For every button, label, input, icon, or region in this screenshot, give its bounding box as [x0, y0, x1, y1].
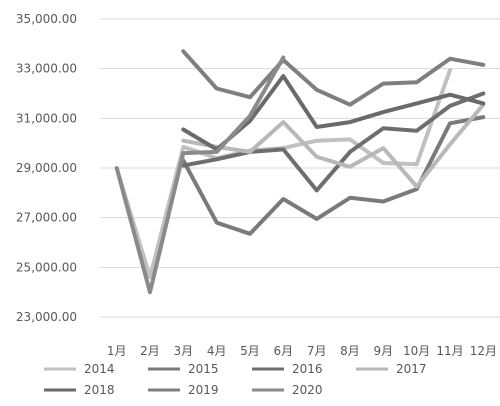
y-tick-label: 31,000.00: [16, 111, 77, 125]
series-line-2019: [181, 49, 486, 107]
x-tick-label: 5月: [240, 344, 260, 358]
x-tick-label: 6月: [274, 344, 294, 358]
series-line-2020: [114, 55, 286, 295]
legend-label-2017: 2017: [396, 362, 427, 376]
x-tick-label: 8月: [340, 344, 360, 358]
y-tick-label: 23,000.00: [16, 310, 77, 324]
legend-label-2015: 2015: [188, 362, 219, 376]
series-line-2017: [181, 102, 486, 189]
y-tick-label: 27,000.00: [16, 211, 77, 225]
x-tick-label: 10月: [403, 344, 430, 358]
y-tick-label: 29,000.00: [16, 161, 77, 175]
legend-label-2020: 2020: [292, 383, 323, 397]
legend-label-2019: 2019: [188, 383, 219, 397]
series-line-2016: [181, 91, 486, 193]
x-tick-label: 11月: [436, 344, 463, 358]
x-tick-label: 9月: [374, 344, 394, 358]
legend: 2014 2015 2016 2017 2018 2019 2020: [44, 362, 427, 397]
y-tick-label: 33,000.00: [16, 62, 77, 76]
x-tick-label: 2月: [140, 344, 160, 358]
legend-label-2016: 2016: [292, 362, 323, 376]
x-tick-label: 1月: [107, 344, 127, 358]
x-tick-label: 4月: [207, 344, 227, 358]
y-tick-label: 35,000.00: [16, 12, 77, 26]
series-lines: [114, 49, 486, 295]
x-axis-ticks: 1月 2月 3月 4月 5月 6月 7月 8月 9月 10月 11月 12月: [107, 344, 497, 358]
x-tick-label: 7月: [307, 344, 327, 358]
y-tick-label: 25,000.00: [16, 260, 77, 274]
legend-label-2018: 2018: [84, 383, 115, 397]
y-axis-ticks: 23,000.00 25,000.00 27,000.00 29,000.00 31,0…: [16, 12, 77, 324]
series-line-2014: [114, 67, 452, 280]
legend-label-2014: 2014: [84, 362, 115, 376]
series-line-2015: [181, 115, 486, 236]
x-tick-label: 3月: [174, 344, 194, 358]
x-tick-label: 12月: [470, 344, 497, 358]
